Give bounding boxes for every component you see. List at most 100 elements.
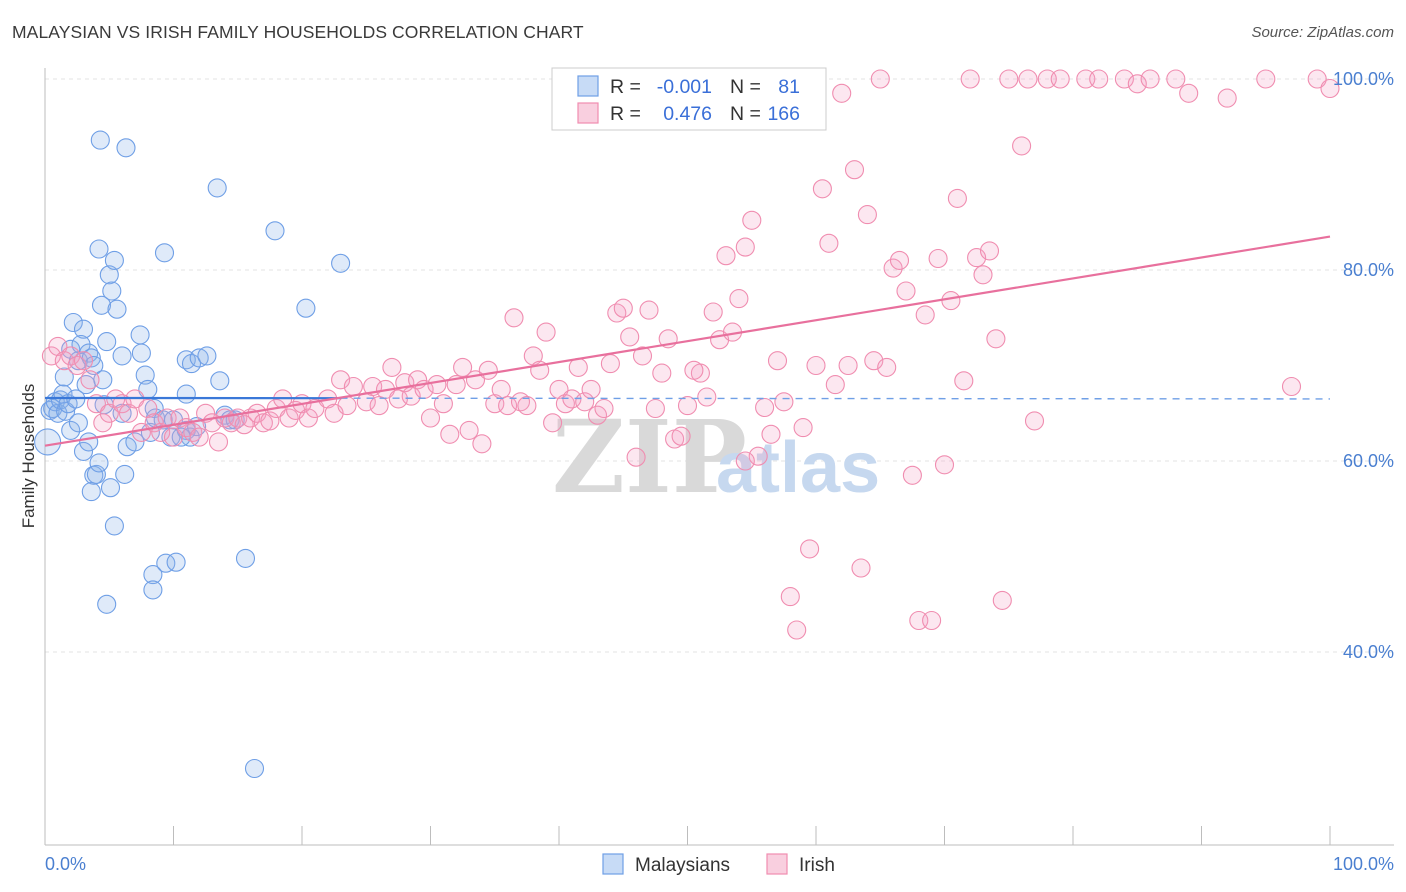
malaysians-point	[84, 355, 104, 376]
irish-point	[1012, 136, 1032, 156]
malaysians-point	[296, 298, 316, 318]
malaysians-point	[90, 130, 110, 150]
irish-point	[305, 398, 325, 419]
irish-points	[41, 69, 1340, 640]
irish-point	[163, 427, 184, 447]
irish-point	[523, 346, 543, 366]
irish-point	[652, 363, 672, 383]
irish-point	[806, 355, 826, 376]
malaysians-point	[166, 552, 186, 572]
malaysians-point	[156, 553, 176, 573]
irish-point	[208, 432, 229, 452]
malaysians-point	[86, 464, 106, 484]
irish-point	[748, 446, 768, 466]
irish-point	[684, 360, 704, 380]
irish-point	[774, 392, 794, 412]
irish-point	[517, 396, 537, 416]
irish-point	[253, 413, 273, 433]
irish-point	[1320, 78, 1340, 99]
malaysians-point	[89, 453, 109, 473]
irish-point	[928, 248, 948, 269]
malaysians-point	[244, 758, 265, 779]
malaysians-point	[107, 299, 127, 319]
malaysians-point	[104, 250, 124, 270]
irish-point	[986, 329, 1006, 349]
irish-point	[498, 396, 518, 416]
irish-point	[947, 188, 967, 208]
malaysians-point	[143, 565, 163, 585]
malaysians-point	[235, 548, 256, 568]
malaysians-point	[115, 464, 135, 484]
irish-point	[1089, 69, 1109, 89]
irish-point	[433, 394, 453, 414]
watermark: ZIP atlas	[552, 398, 880, 516]
malaysians-point	[89, 239, 109, 259]
y-tick-label-40: 40.0%	[1343, 642, 1394, 662]
malaysians-point	[116, 138, 136, 158]
malaysians-point	[99, 265, 119, 285]
malaysians-point	[189, 348, 209, 368]
irish-point	[973, 265, 993, 285]
malaysians-points	[34, 130, 351, 779]
stats-legend: R = -0.001 N = 81 R = 0.476 N = 166	[551, 67, 827, 131]
irish-point	[729, 289, 749, 309]
irish-point	[298, 408, 318, 428]
irish-point	[581, 379, 601, 399]
chart-source: Source: ZipAtlas.com	[1251, 24, 1394, 41]
series-legend-label-irish: Irish	[799, 855, 835, 876]
y-tick-labels: 40.0% 60.0% 80.0% 100.0%	[1333, 69, 1394, 662]
malaysians-point	[63, 312, 83, 333]
irish-point	[819, 233, 839, 253]
legend-r-value-malaysians: -0.001	[657, 76, 712, 98]
irish-point	[761, 424, 781, 444]
series-legend-label-malaysians: Malaysians	[635, 855, 730, 876]
trend-lines	[44, 235, 1331, 447]
irish-point	[99, 403, 119, 423]
malaysians-point	[73, 441, 94, 461]
irish-point	[979, 241, 1000, 261]
irish-point	[825, 375, 845, 395]
irish-point	[536, 322, 556, 342]
irish-point	[427, 375, 447, 395]
irish-point	[755, 397, 775, 418]
irish-point	[1217, 88, 1237, 108]
irish-point	[61, 346, 81, 366]
irish-point	[1050, 69, 1070, 89]
legend-swatch-malaysians	[577, 75, 599, 97]
irish-point	[941, 291, 961, 311]
irish-point	[735, 237, 755, 257]
irish-point	[877, 357, 897, 377]
irish-point	[934, 455, 955, 475]
irish-point	[915, 305, 935, 325]
irish-point	[851, 558, 871, 578]
malaysians-point	[207, 178, 227, 198]
irish-point	[1024, 411, 1045, 431]
irish-point	[1127, 74, 1147, 94]
irish-point	[382, 357, 402, 377]
series-legend-swatch-irish	[766, 853, 788, 875]
malaysians-point	[54, 367, 74, 387]
irish-point	[812, 179, 832, 199]
x-tick-labels: 0.0% 100.0%	[45, 854, 1394, 874]
malaysians-point	[265, 221, 285, 241]
irish-point	[1140, 69, 1160, 89]
irish-point	[112, 394, 132, 414]
irish-point	[735, 451, 755, 471]
irish-point	[343, 376, 363, 397]
trend-line-malaysians-extension	[340, 397, 1331, 400]
irish-point	[279, 408, 299, 428]
malaysians-point	[61, 420, 81, 440]
irish-point	[697, 387, 717, 407]
irish-point	[922, 610, 942, 631]
irish-point	[870, 69, 890, 89]
malaysians-point	[104, 516, 124, 536]
irish-point	[459, 420, 479, 440]
irish-point	[793, 418, 813, 438]
malaysians-point	[68, 413, 88, 433]
irish-point	[504, 308, 524, 328]
series-legend-swatch-malaysians	[602, 853, 624, 875]
irish-point	[594, 398, 614, 419]
legend-n-value-malaysians: 81	[778, 76, 800, 98]
malaysians-point	[112, 346, 132, 366]
malaysians-point	[154, 243, 175, 263]
